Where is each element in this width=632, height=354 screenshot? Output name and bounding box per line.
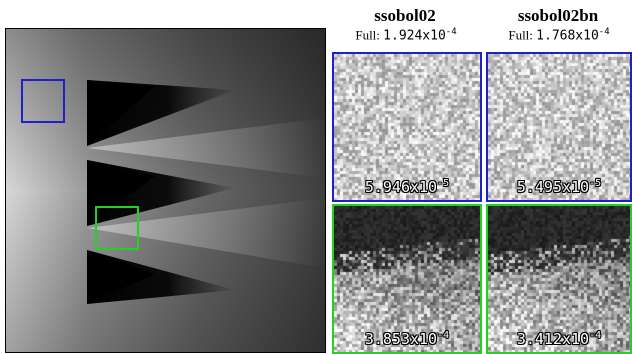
crop-blue-ssobol02: 5.946x10-5	[332, 52, 482, 202]
crop-error-label: 5.946x10-5	[364, 178, 450, 196]
full-exponent: -4	[445, 27, 457, 37]
crop-error-label: 5.495x10-5	[516, 178, 602, 196]
full-error-ssobol02: Full: 1.924x10-4	[330, 27, 482, 43]
full-exponent: -4	[598, 27, 610, 37]
crop-error-label: 3.412x10-4	[516, 330, 602, 348]
crop-green-ssobol02: 3.853x10-4	[332, 204, 482, 354]
crop-error-label: 3.853x10-4	[364, 330, 450, 348]
column-title-ssobol02bn: ssobol02bn	[517, 6, 599, 25]
blue-region-box	[21, 79, 65, 123]
full-label: Full:	[355, 27, 384, 43]
crop-blue-ssobol02bn: 5.495x10-5	[486, 52, 632, 202]
crop-green-ssobol02bn: 3.412x10-4	[486, 204, 632, 354]
column-title-ssobol02: ssobol02	[374, 6, 436, 25]
reference-render-image	[5, 28, 326, 353]
full-error-ssobol02bn: Full: 1.768x10-4	[484, 27, 632, 43]
full-value: 1.924x10	[383, 28, 446, 44]
full-label: Full:	[508, 27, 537, 43]
green-region-box	[95, 206, 139, 250]
full-value: 1.768x10	[536, 28, 599, 44]
